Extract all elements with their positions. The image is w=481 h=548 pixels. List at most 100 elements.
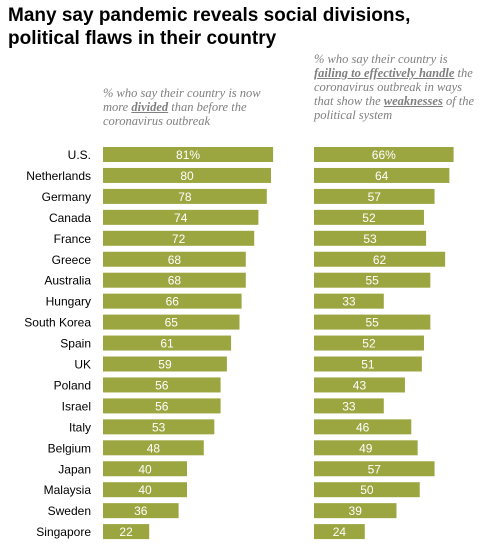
left-bar [103,314,240,330]
left-bar [103,147,274,162]
subtitle-text: than before the coronavirus outbreak [103,100,247,128]
right-value-label: 64 [375,169,389,183]
right-bar [314,314,431,330]
left-bar [103,461,187,477]
right-bar [314,167,450,183]
subtitle-text: % who say their country is [314,52,448,66]
right-panel-subtitle: % who say their country is failing to ef… [314,52,479,122]
right-value-label: 52 [362,211,376,225]
category-label: Greece [52,253,92,267]
left-bar [103,377,221,393]
left-value-label: 68 [168,253,182,267]
category-label: South Korea [24,316,91,330]
left-bar [103,230,255,246]
category-label: Japan [58,462,91,476]
category-label: Canada [49,211,91,225]
right-value-label: 24 [333,525,347,539]
category-label: Italy [69,420,91,434]
left-bar [103,251,246,267]
category-label: Netherlands [26,169,91,183]
right-bar [314,293,384,309]
right-bar [314,419,412,435]
left-value-label: 65 [165,316,179,330]
left-value-label: 80 [180,169,194,183]
subtitle-emphasis: failing to effectively handle [314,66,455,80]
right-value-label: 46 [356,420,370,434]
right-value-label: 55 [365,316,379,330]
category-label: Singapore [36,525,91,539]
left-value-label: 36 [134,504,148,518]
left-value-label: 68 [168,274,182,288]
left-value-label: 78 [178,190,192,204]
right-value-label: 66% [372,148,396,162]
right-value-label: 51 [361,358,375,372]
right-bar [314,230,427,246]
right-value-label: 57 [368,190,382,204]
left-value-label: 72 [172,232,186,246]
category-label: Poland [54,378,91,392]
left-value-label: 61 [160,337,174,351]
right-value-label: 50 [360,483,374,497]
right-bar [314,188,435,204]
left-value-label: 22 [119,525,133,539]
category-label: Israel [62,399,91,413]
right-bar [314,272,431,288]
left-bar [103,440,204,456]
right-value-label: 55 [365,274,379,288]
left-value-label: 56 [155,399,169,413]
left-value-label: 74 [174,211,188,225]
left-value-label: 56 [155,378,169,392]
right-bar [314,356,422,372]
right-bar [314,482,420,498]
category-label: Belgium [48,441,91,455]
right-value-label: 33 [342,295,356,309]
right-value-label: 62 [373,253,387,267]
right-value-label: 43 [353,378,367,392]
right-value-label: 39 [349,504,363,518]
right-value-label: 33 [342,399,356,413]
subtitle-emphasis: weaknesses [383,94,443,108]
right-bar [314,377,405,393]
left-bar [103,398,221,414]
chart-title: Many say pandemic reveals social divisio… [8,5,411,49]
category-label: Malaysia [44,483,92,497]
left-bar [103,167,271,183]
left-bar [103,503,179,519]
left-bar [103,524,150,540]
right-bar [314,524,365,540]
right-bar [314,147,454,162]
right-bar [314,335,424,351]
right-bar [314,440,418,456]
right-value-label: 49 [359,441,373,455]
left-value-label: 59 [158,358,172,372]
category-label: U.S. [68,148,91,162]
right-value-label: 52 [362,337,376,351]
right-bar [314,398,384,414]
left-bar [103,356,227,372]
subtitle-emphasis: divided [131,100,169,114]
left-bar [103,209,259,225]
category-label: Germany [42,190,91,204]
right-bar [314,209,424,225]
left-bar [103,482,187,498]
left-bar [103,335,232,351]
left-panel-subtitle: % who say their country is now more divi… [103,86,278,128]
subtitle-text: % who say their country is now more [103,86,261,114]
right-value-label: 53 [363,232,377,246]
category-label: Hungary [46,295,91,309]
category-label: Sweden [48,504,91,518]
right-bar [314,251,446,267]
left-value-label: 81% [176,148,200,162]
subtitle-text: of the political system [314,94,475,122]
left-bar [103,293,242,309]
category-label: Australia [44,274,91,288]
subtitle-text: the coronavirus outbreak in ways that sh… [314,66,473,108]
left-bar [103,419,215,435]
left-value-label: 40 [138,462,152,476]
left-bar [103,188,267,204]
category-label: France [54,232,92,246]
left-value-label: 48 [147,441,161,455]
category-label: Spain [60,337,91,351]
left-value-label: 66 [166,295,180,309]
